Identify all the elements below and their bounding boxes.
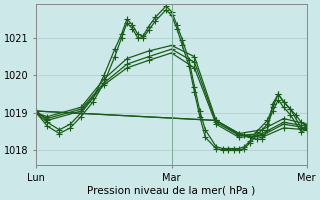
X-axis label: Pression niveau de la mer( hPa ): Pression niveau de la mer( hPa ) [87, 186, 256, 196]
